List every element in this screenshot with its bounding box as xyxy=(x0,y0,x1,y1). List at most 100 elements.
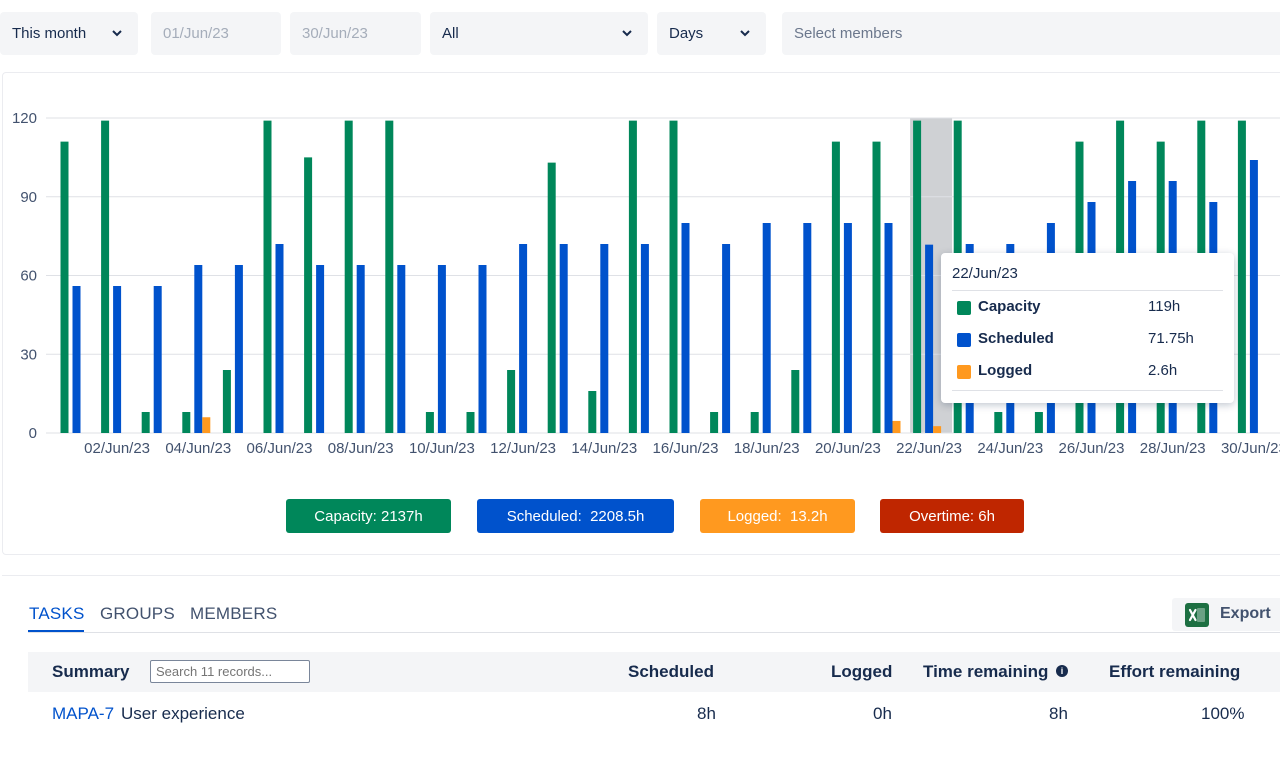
scope-select[interactable]: All xyxy=(430,12,648,55)
capacity-swatch xyxy=(957,301,971,315)
tooltip-row-logged: Logged 2.6h xyxy=(957,362,1217,382)
logged-total-badge[interactable]: Logged: 13.2h xyxy=(700,499,855,533)
bar-capacity xyxy=(913,120,922,433)
tooltip-label: Scheduled xyxy=(978,330,1054,347)
bar-scheduled xyxy=(194,265,203,433)
bar-capacity xyxy=(588,391,597,433)
bar-capacity xyxy=(547,162,556,433)
x-tick-label: 22/Jun/23 xyxy=(896,440,962,457)
chart-tooltip: 22/Jun/23 Capacity 119h Scheduled 71.75h… xyxy=(941,253,1234,403)
bar-scheduled xyxy=(153,286,162,433)
bar-scheduled xyxy=(559,244,568,433)
granularity-select[interactable]: Days xyxy=(657,12,766,55)
row-time-remaining: 8h xyxy=(1049,704,1068,723)
tooltip-value: 119h xyxy=(1148,298,1181,315)
bar-scheduled xyxy=(925,244,934,433)
overtime-total-badge[interactable]: Overtime: 6h xyxy=(880,499,1024,533)
summary-header[interactable]: Summary xyxy=(52,662,130,681)
bar-capacity xyxy=(466,412,475,433)
bar-capacity xyxy=(222,370,231,433)
bar-capacity xyxy=(60,141,69,433)
x-tick-label: 12/Jun/23 xyxy=(490,440,556,457)
y-tick-label: 0 xyxy=(29,425,37,442)
row-scheduled: 8h xyxy=(697,704,716,723)
bar-capacity xyxy=(710,412,719,433)
bar-capacity xyxy=(141,412,150,433)
bar-capacity xyxy=(872,141,881,433)
logged-header[interactable]: Logged xyxy=(831,662,893,681)
tooltip-row-scheduled: Scheduled 71.75h xyxy=(957,330,1217,350)
scheduled-total-badge[interactable]: Scheduled: 2208.5h xyxy=(477,499,674,533)
bar-scheduled xyxy=(437,265,446,433)
chevron-down-icon xyxy=(740,30,750,37)
x-tick-label: 24/Jun/23 xyxy=(977,440,1043,457)
bar-scheduled xyxy=(234,265,243,433)
bar-scheduled xyxy=(478,265,487,433)
issue-key-link[interactable]: MAPA-7 xyxy=(52,704,115,723)
table-search-input[interactable] xyxy=(150,660,310,683)
y-tick-label: 120 xyxy=(12,110,37,127)
bar-capacity xyxy=(507,370,516,433)
bar-scheduled xyxy=(275,244,284,433)
start-date-field[interactable]: 01/Jun/23 xyxy=(151,12,281,55)
x-tick-label: 16/Jun/23 xyxy=(653,440,719,457)
tab-tasks[interactable]: TASKS xyxy=(29,604,85,623)
x-tick-label: 26/Jun/23 xyxy=(1059,440,1125,457)
tooltip-date: 22/Jun/23 xyxy=(952,265,1018,282)
bar-scheduled xyxy=(843,223,852,433)
bar-capacity xyxy=(1237,120,1246,433)
tab-groups[interactable]: GROUPS xyxy=(100,604,175,623)
bar-capacity xyxy=(263,120,272,433)
logged-swatch xyxy=(957,365,971,379)
row-effort-remaining: 100% xyxy=(1201,704,1245,723)
bar-scheduled xyxy=(397,265,406,433)
bar-capacity xyxy=(994,412,1003,433)
period-select[interactable]: This month xyxy=(0,12,138,55)
chevron-down-icon xyxy=(622,30,632,37)
bar-scheduled xyxy=(519,244,528,433)
x-tick-label: 10/Jun/23 xyxy=(409,440,475,457)
bar-capacity xyxy=(425,412,434,433)
x-tick-label: 20/Jun/23 xyxy=(815,440,881,457)
y-tick-label: 30 xyxy=(20,346,37,363)
start-date-value: 01/Jun/23 xyxy=(163,25,229,42)
bar-capacity xyxy=(385,120,394,433)
tooltip-divider xyxy=(952,390,1223,391)
bar-scheduled xyxy=(600,244,609,433)
bar-capacity xyxy=(791,370,800,433)
tabs-divider xyxy=(28,632,1280,633)
info-icon[interactable]: i xyxy=(1056,665,1068,677)
export-button[interactable]: Export xyxy=(1172,598,1280,631)
bar-scheduled xyxy=(803,223,812,433)
time-remaining-header[interactable]: Time remaining xyxy=(923,662,1049,681)
tab-members[interactable]: MEMBERS xyxy=(190,604,278,623)
bar-scheduled xyxy=(316,265,325,433)
x-tick-label: 18/Jun/23 xyxy=(734,440,800,457)
x-tick-label: 14/Jun/23 xyxy=(571,440,637,457)
end-date-value: 30/Jun/23 xyxy=(302,25,368,42)
scheduled-header[interactable]: Scheduled xyxy=(628,662,714,681)
bar-capacity xyxy=(831,141,840,433)
members-select[interactable]: Select members xyxy=(782,12,1280,55)
x-tick-label: 04/Jun/23 xyxy=(165,440,231,457)
bar-scheduled xyxy=(762,223,771,433)
effort-remaining-header[interactable]: Effort remaining xyxy=(1109,662,1241,681)
x-tick-label: 08/Jun/23 xyxy=(328,440,394,457)
bar-scheduled xyxy=(113,286,122,433)
capacity-total-badge[interactable]: Capacity: 2137h xyxy=(286,499,451,533)
chevron-down-icon xyxy=(112,30,122,37)
bar-capacity xyxy=(182,412,191,433)
end-date-field[interactable]: 30/Jun/23 xyxy=(290,12,421,55)
tooltip-value: 71.75h xyxy=(1148,330,1194,347)
tooltip-row-capacity: Capacity 119h xyxy=(957,298,1217,318)
row-logged: 0h xyxy=(873,704,892,723)
bar-logged xyxy=(892,420,901,433)
x-tick-label: 28/Jun/23 xyxy=(1140,440,1206,457)
issue-title: User experience xyxy=(121,704,245,723)
x-tick-label: 02/Jun/23 xyxy=(84,440,150,457)
y-tick-label: 90 xyxy=(20,189,37,206)
bar-capacity xyxy=(101,120,110,433)
tooltip-label: Logged xyxy=(978,362,1033,379)
scope-value: All xyxy=(442,25,459,42)
bar-capacity xyxy=(750,412,759,433)
